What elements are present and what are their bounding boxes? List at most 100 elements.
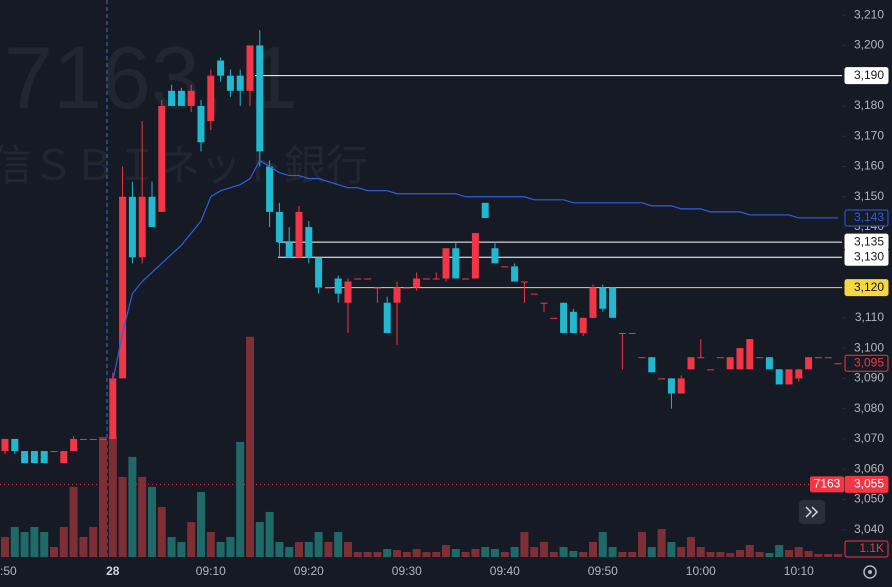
volume-bar (834, 554, 842, 557)
candle-body (99, 438, 107, 440)
level-label-box (844, 279, 889, 297)
candle-body (462, 278, 470, 280)
y-tick-label: 3,180 (854, 98, 884, 112)
volume-bar (324, 541, 333, 557)
candle-body (520, 281, 528, 283)
volume-bar (500, 551, 509, 557)
y-tick-label: 3,200 (854, 38, 884, 52)
volume-bar (432, 551, 441, 557)
last-price-label: 3,095 (854, 355, 884, 369)
candle-body (824, 357, 832, 359)
candle-body (275, 211, 283, 243)
candle-body (226, 75, 234, 91)
candle-body (834, 363, 842, 365)
volume-bar (471, 548, 480, 557)
volume-bar (138, 476, 147, 557)
volume-bar (677, 546, 686, 557)
volume-bar (628, 551, 637, 557)
volume-bar (579, 551, 588, 557)
candle-body (589, 287, 597, 318)
y-tick-label: 3,060 (854, 461, 884, 475)
volume-bar (314, 531, 323, 557)
volume-bar (20, 531, 29, 557)
candle-body (50, 451, 58, 453)
candle-body (550, 317, 558, 319)
volume-bar (89, 526, 98, 557)
candle-body (687, 357, 695, 370)
candle-body (805, 357, 813, 370)
candle-body (599, 287, 607, 309)
y-tick-label: 3,150 (854, 189, 884, 203)
candle-body (775, 369, 783, 385)
settings-button[interactable] (863, 565, 877, 579)
candle-body (648, 357, 656, 373)
candle-body (481, 202, 489, 218)
candle-body (246, 45, 254, 91)
y-tick-label: 3,050 (854, 492, 884, 506)
watermark-subtitle: 信ＳＢＩネット銀行 (0, 142, 368, 189)
level-label: 3,190 (854, 68, 884, 82)
candle-body (726, 357, 734, 370)
volume-bar (794, 546, 803, 557)
volume-bar (167, 536, 176, 557)
candle-body (324, 287, 332, 289)
volume-bar (197, 491, 205, 557)
volume-bar (79, 536, 88, 557)
volume-bar (275, 541, 284, 557)
y-tick-label: 3,080 (854, 401, 884, 415)
candle-body (736, 348, 744, 370)
volume-bar (157, 506, 166, 557)
last-price-label-box (844, 354, 889, 372)
volume-bar (187, 521, 196, 557)
candle-body (579, 317, 587, 333)
candle-body (197, 105, 205, 143)
x-tick-label: 09:30 (392, 564, 422, 578)
watermark: 7163, 1 (4, 28, 298, 127)
volume-bar (363, 551, 372, 557)
volume-bar (785, 549, 793, 557)
candle-body (491, 248, 499, 264)
level-label-box (844, 248, 889, 266)
candle-body (795, 369, 803, 379)
y-tick-label: 3,110 (855, 310, 884, 324)
volume-bar (706, 551, 715, 557)
level-label: 3,120 (854, 280, 884, 294)
volume-bar (50, 546, 58, 557)
candle-body (618, 332, 626, 334)
candle-body (383, 302, 391, 333)
candle-body (393, 287, 401, 303)
y-tick-label: 3,210 (854, 7, 884, 21)
volume-bar (510, 546, 519, 557)
volume-bar (755, 551, 764, 557)
volume-bar (334, 531, 343, 557)
y-tick-label: 3,070 (854, 431, 884, 445)
volume-bar (236, 441, 245, 557)
candle-body (21, 451, 29, 464)
volume-bar (687, 536, 695, 557)
candle-body (403, 287, 411, 289)
x-tick-label: 28 (106, 564, 120, 578)
candle-body (413, 278, 421, 288)
volume-bar (569, 550, 578, 557)
candle-body (452, 248, 460, 279)
volume-bar (726, 552, 735, 557)
candle-body (128, 196, 136, 258)
volume-bar (30, 526, 39, 557)
y-tick-label: 3,170 (854, 128, 884, 142)
candle-body (187, 90, 195, 106)
volume-bar (69, 486, 78, 557)
candle-body (707, 369, 715, 371)
volume-bar (353, 551, 362, 557)
y-tick-label: 3,160 (854, 159, 884, 173)
volume-bar (128, 456, 137, 557)
y-tick-label: 3,100 (854, 340, 884, 354)
candle-body (138, 196, 146, 258)
candle-body (295, 211, 303, 258)
candle-body (177, 90, 185, 106)
volume-bar (540, 541, 548, 557)
level-label: 3,135 (854, 234, 884, 248)
volume-bar (775, 544, 784, 557)
plot (0, 30, 842, 557)
candle-body (40, 451, 48, 464)
scroll-button[interactable] (799, 500, 825, 524)
